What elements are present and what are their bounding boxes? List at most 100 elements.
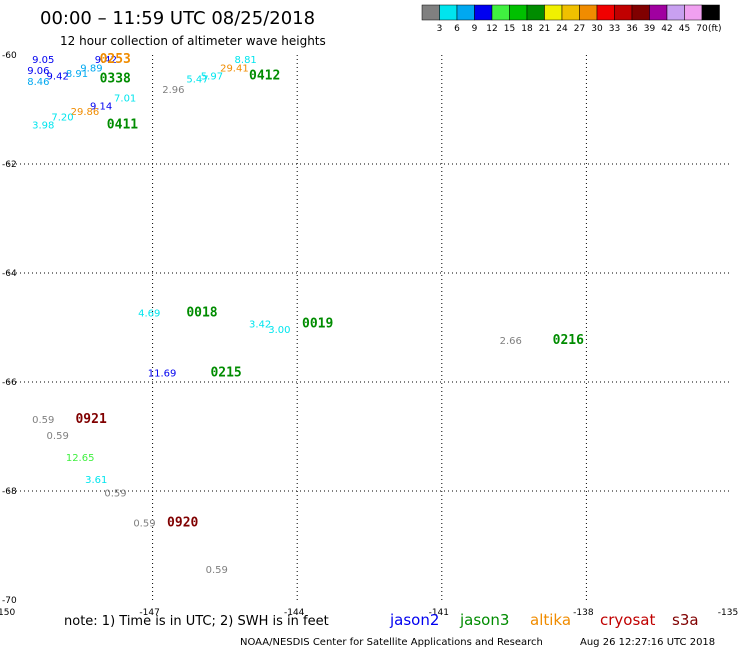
chart-subtitle: 12 hour collection of altimeter wave hei… [60,34,326,48]
x-tick-label: -150 [0,608,15,618]
y-tick-label: -66 [2,378,17,388]
wave-height-label: 5.97 [201,72,223,83]
pass-time-label: 0411 [107,118,138,133]
legend-label: 30 [591,24,603,34]
wave-height-label: 0.59 [32,415,54,426]
wave-height-label: 29.86 [71,107,100,118]
y-tick-label: -68 [2,487,17,497]
x-tick-label: -147 [139,608,159,618]
wave-height-label: 0.59 [104,488,126,499]
legend-label: 36 [626,24,638,34]
wave-height-label: 12.65 [66,453,95,464]
satellite-name: s3a [672,611,699,629]
satellite-name: altika [530,611,571,629]
legend-swatch [474,4,493,21]
wave-height-label: 8.91 [66,69,88,80]
legend-label: 33 [609,24,620,34]
pass-time-label: 0338 [100,71,131,86]
x-tick-label: -135 [718,608,738,618]
wave-height-label: 9.14 [90,102,112,113]
wave-height-label: 9.89 [80,63,102,74]
wave-height-label: 4.69 [138,309,160,320]
pass-time-label: 0019 [302,317,333,332]
pass-time-label: 0920 [167,515,198,530]
wave-height-label: 9.42 [47,72,69,83]
wave-height-label: 9.05 [32,55,54,66]
legend-swatch [491,4,510,21]
wave-height-labels: 9.05 9.429.06 9.898.919.428.467.012.969.14… [27,55,522,576]
wave-height-label: 0.59 [206,565,228,576]
satellite-name: jason3 [459,611,509,629]
wave-height-label: 2.66 [500,336,522,347]
legend-label: 45 [679,24,690,34]
satellite-legend: jason2 jason3 altika cryosat s3a [389,611,699,629]
legend-swatch [649,4,668,21]
footer-timestamp: Aug 26 12:27:16 UTC 2018 [580,637,715,648]
wave-height-label: 0.59 [47,431,69,442]
wave-height-label: 9.06 [27,66,49,77]
legend-swatch [544,4,563,21]
legend-swatch [614,4,633,21]
legend-label: 27 [574,24,585,34]
wave-height-label: 3.00 [268,325,290,336]
legend-swatch [666,4,685,21]
wave-height-legend: 3 6 9 12 15 18 21 24 27 30 33 36 39 42 45 70 (ft) [421,4,722,34]
legend-label: 24 [556,24,568,34]
legend-unit: (ft) [708,24,722,34]
wave-height-label: 9.42 [95,55,117,66]
legend-swatch [579,4,598,21]
pass-time-label: 0018 [186,306,217,321]
legend-swatch [509,4,528,21]
legend-swatch [456,4,475,21]
x-tick-label: -141 [429,608,449,618]
wave-height-label: 5.47 [186,74,208,85]
legend-swatch [439,4,458,21]
y-tick-label: -64 [2,269,17,279]
legend-swatch [631,4,650,21]
x-tick-label: -144 [284,608,305,618]
wave-height-label: 11.69 [148,369,177,380]
wave-height-label: 3.42 [249,320,271,331]
legend-label: 12 [486,24,497,34]
legend-label: 39 [644,24,656,34]
footer-credit: NOAA/NESDIS Center for Satellite Applica… [240,637,543,648]
y-tick-label: -70 [2,596,17,606]
pass-time-label: 0216 [553,333,584,348]
axis-ticks: -150 -147 -144 -141 -138 -135 -60 -62 -64 -66 -68 -… [0,51,738,618]
y-tick-label: -60 [2,51,17,61]
satellite-name: cryosat [600,611,655,629]
legend-label: 9 [472,24,478,34]
legend-label: 70 [696,24,708,34]
legend-label: 15 [504,24,515,34]
wave-height-label: 2.96 [162,85,184,96]
legend-swatch [701,4,720,21]
wave-height-label: 3.98 [32,121,54,132]
legend-label: 42 [661,24,672,34]
wave-height-label: 3.61 [85,475,107,486]
x-tick-label: -138 [573,608,594,618]
legend-swatch [526,4,545,21]
wave-height-label: 7.01 [114,93,136,104]
legend-label: 6 [454,24,460,34]
pass-time-label: 0412 [249,69,280,84]
legend-label: 21 [539,24,550,34]
legend-swatch [561,4,580,21]
legend-label: 3 [437,24,443,34]
legend-swatch [684,4,703,21]
pass-time-label: 0215 [210,366,241,381]
pass-time-label: 0921 [75,412,106,427]
chart-title: 00:00 – 11:59 UTC 08/25/2018 [40,8,315,29]
satellite-name: jason2 [389,611,439,629]
legend-swatch [596,4,615,21]
footer-note: note: 1) Time is in UTC; 2) SWH is in fe… [64,614,329,629]
legend-label: 18 [521,24,533,34]
wave-height-label: 8.81 [235,55,257,66]
wave-height-label: 0.59 [133,518,155,529]
y-tick-label: -62 [2,160,17,170]
pass-time-labels: 0253 0338 0411 0412 0018 0019 0216 0215 0921 0920 [75,52,584,530]
wave-height-label: 29.41 [220,63,249,74]
legend-swatch [421,4,440,21]
plot-grid [8,55,731,600]
pass-time-label: 0253 [100,52,131,67]
